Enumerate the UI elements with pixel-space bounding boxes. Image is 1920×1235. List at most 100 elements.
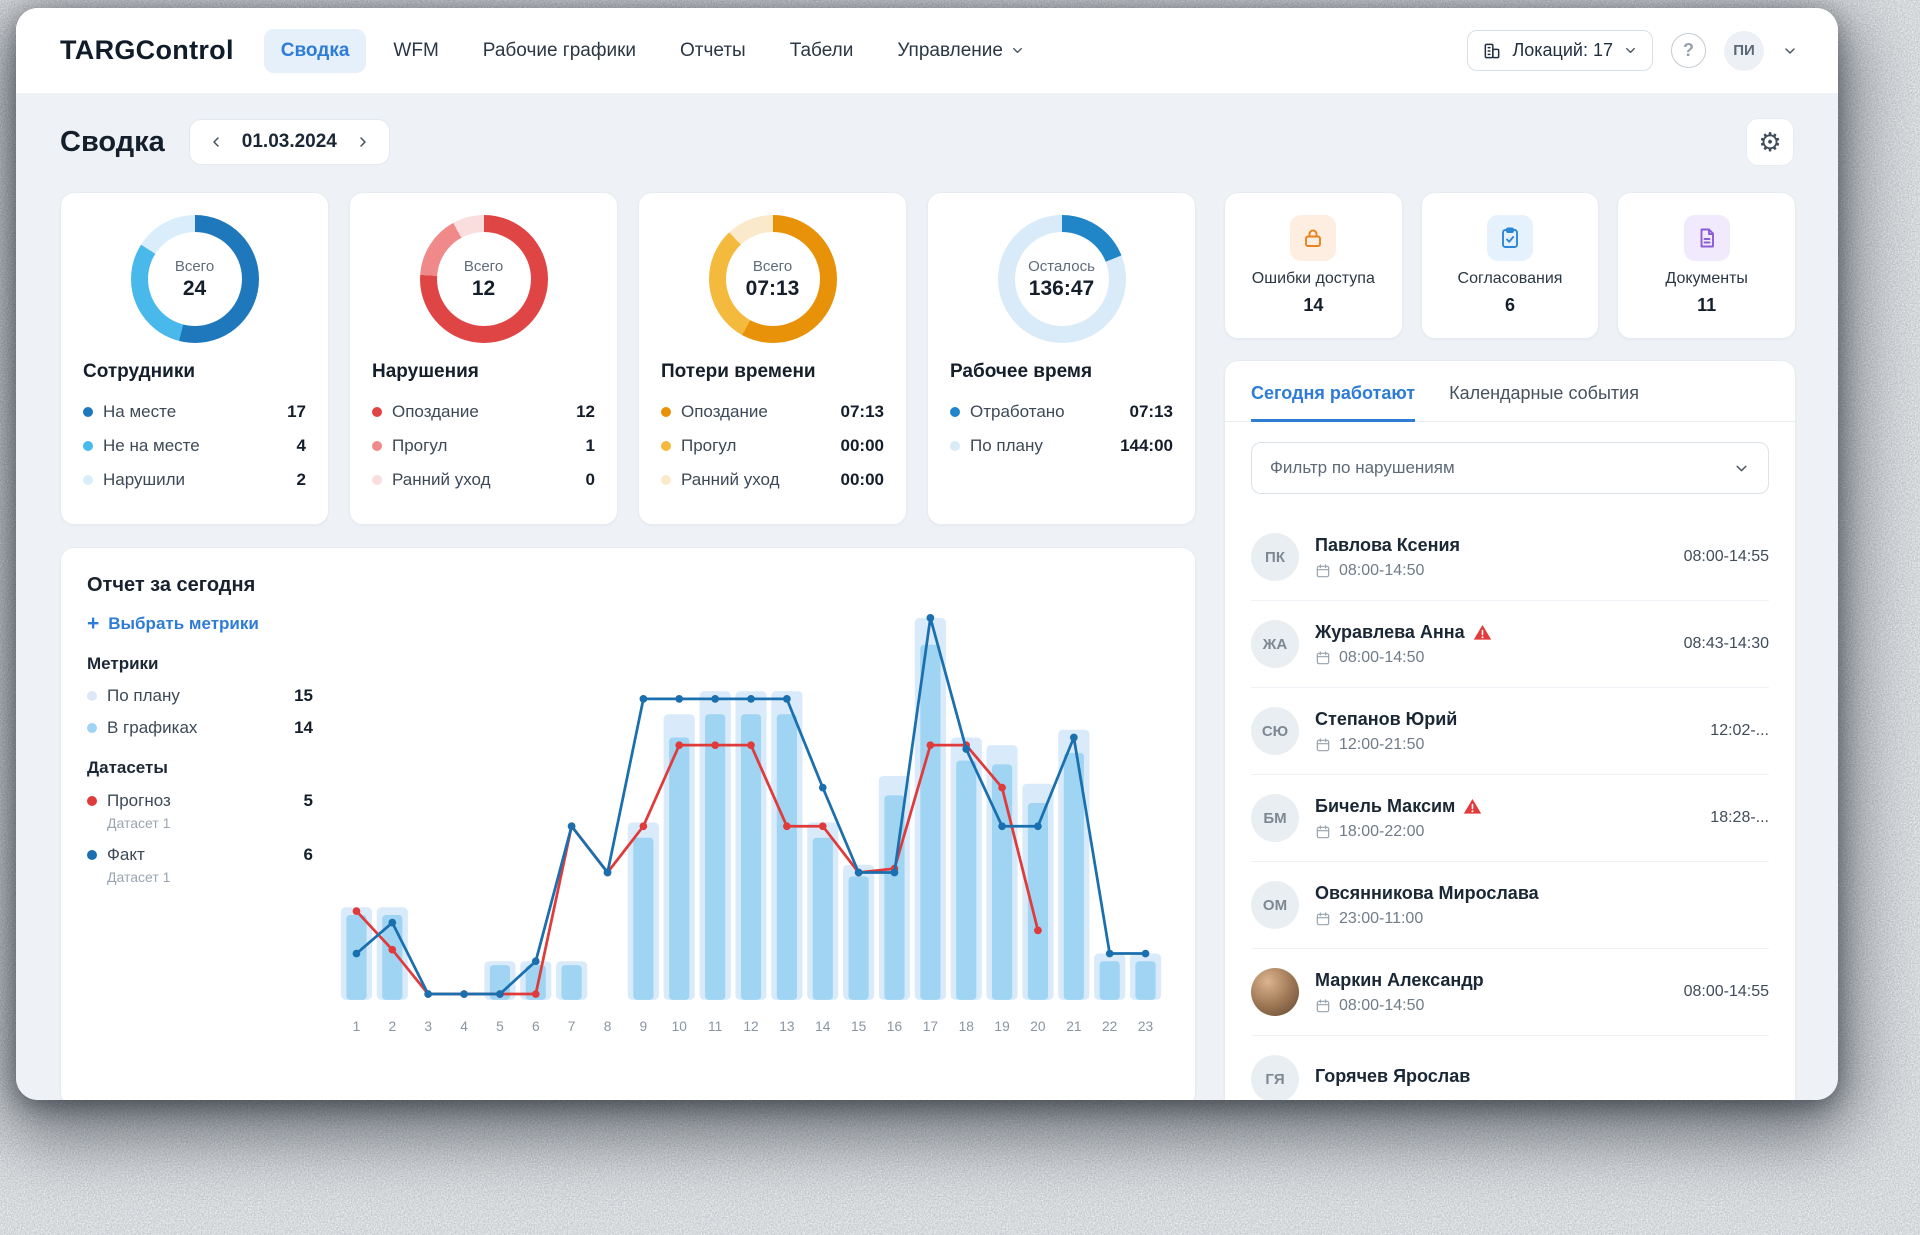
settings-button[interactable]: ⚙: [1746, 118, 1794, 166]
stat-value: 14: [1303, 295, 1324, 315]
svg-text:19: 19: [994, 1019, 1009, 1034]
user-avatar[interactable]: ПИ: [1724, 30, 1764, 71]
legend-label: Нарушили: [103, 470, 186, 489]
nav-item-label: Отчеты: [680, 39, 746, 61]
main-nav: Сводка WFM Рабочие графики Отчеты Табели…: [263, 28, 1042, 73]
nav-item-reports[interactable]: Отчеты: [663, 29, 763, 73]
svg-text:1: 1: [353, 1019, 361, 1034]
date-prev-button[interactable]: [200, 126, 232, 158]
employee-schedule: 08:00-14:50: [1315, 649, 1492, 667]
employee-row[interactable]: ЖА Журавлева Анна 08:00-14:50: [1251, 601, 1769, 688]
dataset-row: Прогноз Датасет 1 5: [87, 784, 313, 838]
avatar: СЮ: [1251, 707, 1299, 755]
employee-info: Бичель Максим 18:00-22:00: [1315, 796, 1482, 841]
stat-label: Согласования: [1457, 270, 1563, 287]
dataset-sublabel: Датасет 1: [107, 869, 171, 885]
metric-value: 15: [294, 686, 313, 705]
employee-info: Горячев Ярослав: [1315, 1066, 1470, 1093]
svg-text:18: 18: [959, 1019, 975, 1034]
legend-row: По плану 144:00: [950, 429, 1173, 463]
donut-value: 07:13: [745, 276, 800, 300]
stat-card-access-errors[interactable]: Ошибки доступа 14: [1224, 192, 1403, 339]
employee-schedule: 18:00-22:00: [1315, 823, 1482, 841]
employee-name: Овсянникова Мирослава: [1315, 883, 1539, 904]
employees-donut-chart: Всего 24: [130, 215, 259, 343]
employee-info: Овсянникова Мирослава 23:00-11:00: [1315, 883, 1539, 928]
employee-name: Журавлева Анна: [1315, 622, 1492, 643]
svg-text:2: 2: [388, 1019, 396, 1034]
dataset-label: Факт: [107, 845, 145, 864]
stat-card-approvals[interactable]: Согласования 6: [1420, 192, 1600, 339]
legend-row: Ранний уход 00:00: [661, 463, 884, 497]
add-metrics-button[interactable]: + Выбрать метрики: [87, 613, 259, 634]
stat-label: Ошибки доступа: [1251, 270, 1375, 287]
plus-icon: +: [87, 612, 100, 635]
employee-row[interactable]: ПК Павлова Ксения 08:00-14:50 08:00-14:5…: [1251, 514, 1769, 601]
legend-label: На месте: [103, 402, 177, 421]
chevron-down-icon: [1013, 47, 1022, 54]
kpi-card-employees: Всего 24 Сотрудники На месте 17 Не на мес…: [60, 192, 329, 525]
nav-item-timesheets[interactable]: Табели: [773, 29, 871, 73]
nav-item-label: Управление: [897, 39, 1003, 61]
svg-text:15: 15: [851, 1019, 867, 1034]
tab-working-today[interactable]: Сегодня работают: [1251, 361, 1416, 422]
donut-wrap: Всего 24: [83, 215, 306, 343]
employee-row[interactable]: БМ Бичель Максим 18:00-22:00: [1251, 775, 1769, 862]
legend-label: Отработано: [970, 402, 1065, 421]
svg-text:10: 10: [672, 1019, 688, 1034]
stat-card-documents[interactable]: Документы 11: [1617, 192, 1796, 339]
working-time-donut-chart: Осталось 136:47: [997, 215, 1126, 343]
employee-schedule-text: 08:00-14:50: [1339, 648, 1425, 666]
legend-label: Опоздание: [681, 402, 768, 421]
employee-schedule-text: 08:00-14:50: [1339, 561, 1425, 579]
help-icon: ?: [1683, 40, 1694, 60]
time-losses-donut-chart: Всего 07:13: [708, 215, 837, 343]
legend-row: Прогул 1: [372, 429, 595, 463]
legend-value: 00:00: [840, 470, 884, 489]
employee-name-text: Павлова Ксения: [1315, 534, 1461, 555]
employee-schedule-text: 18:00-22:00: [1339, 822, 1425, 840]
violations-filter-select[interactable]: Фильтр по нарушениям: [1251, 442, 1769, 494]
page-title: Сводка: [60, 125, 165, 158]
page-header: Сводка 01.03.2024 ⚙: [60, 118, 1794, 166]
legend-dot: [661, 407, 671, 417]
help-button[interactable]: ?: [1671, 33, 1706, 68]
employee-info: Степанов Юрий 12:00-21:50: [1315, 709, 1457, 754]
legend-value: 00:00: [840, 436, 884, 455]
tab-calendar-events[interactable]: Календарные события: [1449, 361, 1639, 422]
employee-schedule: 12:00-21:50: [1315, 736, 1457, 754]
legend-dot: [83, 407, 93, 417]
nav-item-wfm[interactable]: WFM: [376, 29, 455, 73]
legend-row: Отработано 07:13: [950, 395, 1173, 429]
date-navigator: 01.03.2024: [188, 119, 390, 165]
nav-item-management[interactable]: Управление: [880, 29, 1042, 73]
kpi-card-title: Нарушения: [372, 361, 479, 382]
donut-label: Всего: [463, 257, 504, 275]
employee-row[interactable]: ГЯ Горячев Ярослав: [1251, 1036, 1769, 1100]
legend-label: Опоздание: [392, 402, 479, 421]
user-menu-chevron-icon[interactable]: [1782, 43, 1798, 59]
legend-row: Прогул 00:00: [661, 429, 884, 463]
svg-text:22: 22: [1102, 1019, 1117, 1034]
report-legend-panel: Отчет за сегодня + Выбрать метрики Метри…: [87, 574, 313, 1100]
donut-value: 136:47: [1028, 276, 1095, 300]
stat-value: 11: [1697, 295, 1717, 315]
nav-item-label: Табели: [789, 39, 854, 61]
legend-value: 0: [585, 470, 595, 489]
locations-dropdown[interactable]: Локаций: 17: [1467, 30, 1653, 71]
nav-item-schedules[interactable]: Рабочие графики: [466, 29, 653, 73]
donut-center: Всего 12: [420, 215, 548, 343]
metric-dot: [87, 723, 97, 733]
gear-icon: ⚙: [1758, 126, 1782, 157]
employee-row[interactable]: СЮ Степанов Юрий 12:00-21:50 12:02-...: [1251, 688, 1769, 775]
employee-row[interactable]: ОМ Овсянникова Мирослава 23:00-11:00: [1251, 862, 1769, 949]
report-card: Отчет за сегодня + Выбрать метрики Метри…: [60, 547, 1196, 1100]
chevron-down-icon: [1736, 465, 1747, 471]
donut-wrap: Всего 07:13: [661, 215, 884, 343]
nav-item-svodka[interactable]: Сводка: [263, 28, 367, 73]
svg-text:3: 3: [424, 1019, 432, 1034]
avatar: ОМ: [1251, 881, 1299, 929]
employee-row[interactable]: Маркин Александр 08:00-14:50 08:00-14:55: [1251, 949, 1769, 1036]
dataset-info: Факт Датасет 1: [107, 845, 170, 885]
date-next-button[interactable]: [347, 126, 379, 158]
